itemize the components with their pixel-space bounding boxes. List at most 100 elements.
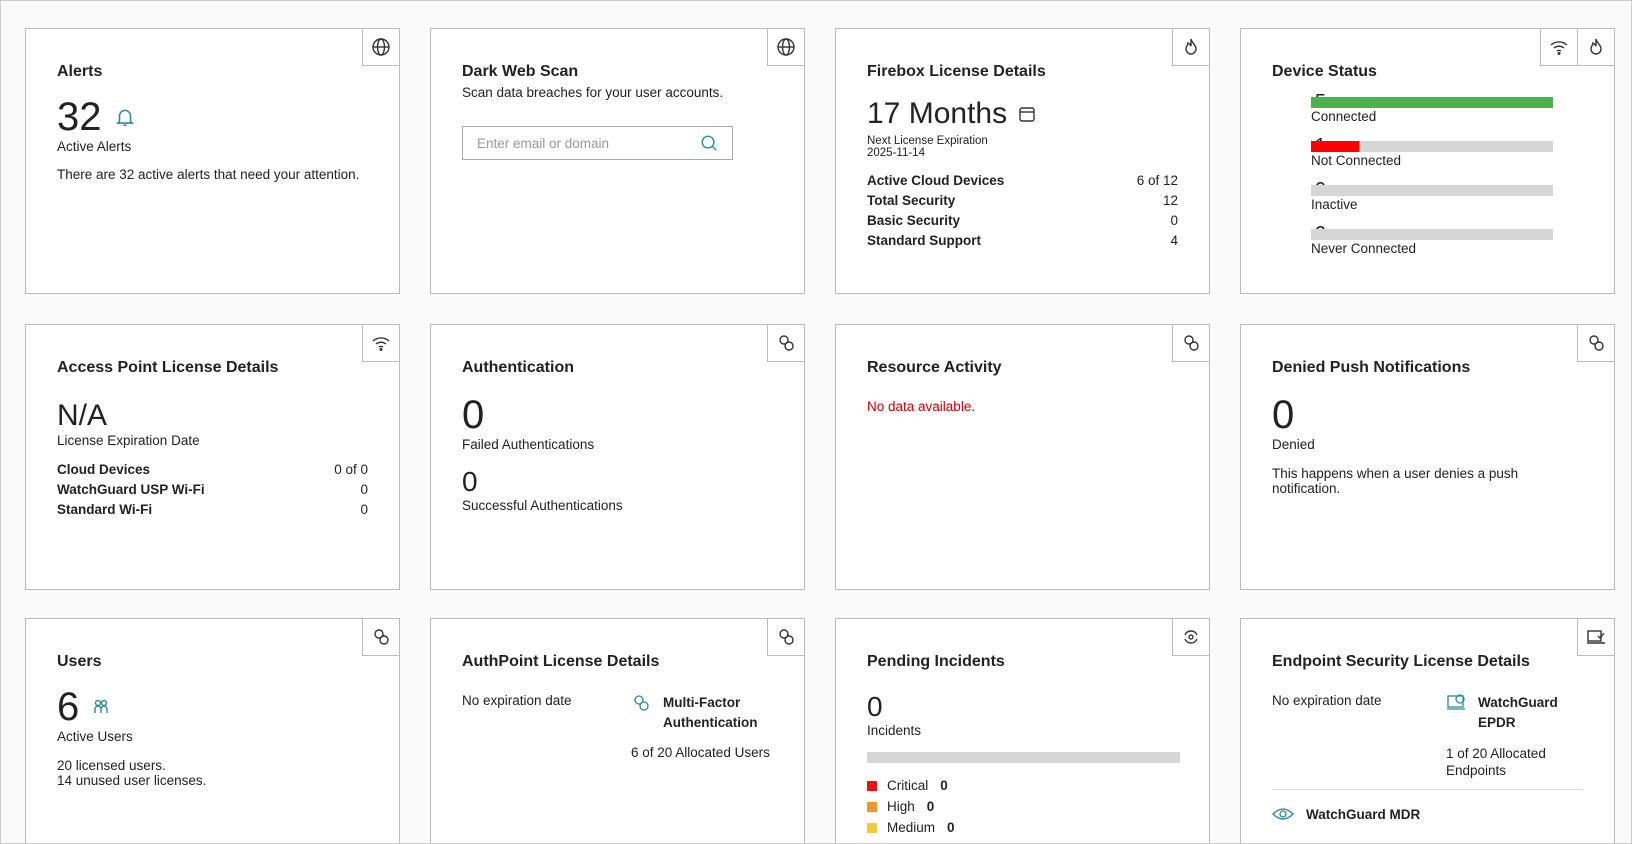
- status-bar: [1311, 185, 1553, 196]
- row-value: 0: [360, 482, 368, 497]
- status-label: Never Connected: [1311, 241, 1417, 256]
- authpoint-icon[interactable]: [1577, 324, 1615, 362]
- dark-web-card: Dark Web Scan Scan data breaches for you…: [430, 28, 805, 294]
- row-label: Total Security: [867, 193, 956, 208]
- row-value: 6 of 12: [1136, 173, 1178, 188]
- info-line: 20 licensed users.: [57, 758, 166, 773]
- row-value: 0: [1170, 213, 1178, 228]
- count-label: Active Users: [57, 729, 133, 744]
- legend-label: Critical: [887, 778, 929, 793]
- flame-icon[interactable]: [1172, 28, 1210, 66]
- legend-value: 0: [926, 799, 935, 814]
- card-title: Access Point License Details: [57, 359, 279, 376]
- authpoint-icon[interactable]: [362, 618, 400, 656]
- bar-track: [1311, 185, 1553, 196]
- bar-track: [1311, 229, 1553, 240]
- authpoint-card: AuthPoint License Details No expiration …: [430, 618, 805, 843]
- legend: Critical 0 High 0 Medium 0: [867, 775, 1178, 838]
- alert-count: 32: [57, 95, 102, 139]
- legend-swatch: [867, 822, 877, 833]
- expiration: No expiration date: [1272, 693, 1382, 708]
- search-input[interactable]: Enter email or domain: [462, 126, 733, 160]
- table-row: Total Security 12: [867, 191, 1178, 211]
- table-row: Active Cloud Devices 6 of 12: [867, 171, 1178, 191]
- product: Multi-Factor Authentication: [663, 695, 758, 730]
- row-label: Standard Wi-Fi: [57, 502, 153, 517]
- table-row: WatchGuard USP Wi-Fi 0: [57, 480, 368, 500]
- message: There are 32 active alerts that need you…: [57, 167, 360, 182]
- legend-value: 0: [947, 820, 955, 835]
- globe-icon[interactable]: [362, 28, 400, 66]
- authpoint-icon[interactable]: [767, 618, 805, 656]
- status-bar-fill: [1311, 141, 1360, 152]
- denied-push-card: Denied Push Notifications 0 Denied This …: [1240, 324, 1615, 590]
- authpoint-icon[interactable]: [767, 324, 805, 362]
- card-title: Endpoint Security License Details: [1272, 653, 1530, 670]
- incidents-card: Pending Incidents 0 Incidents Critical 0 H…: [835, 618, 1210, 843]
- no-data: No data available.: [867, 399, 976, 414]
- row-value: 0: [360, 502, 368, 517]
- table-row: Cloud Devices 0 of 0: [57, 460, 368, 480]
- card-title: Pending Incidents: [867, 653, 1005, 670]
- card-title: Dark Web Scan: [462, 63, 579, 80]
- allocation: 1 of 20 Allocated Endpoints: [1446, 746, 1546, 778]
- authentication-card: Authentication 0 Failed Authentications …: [430, 324, 805, 590]
- status-label: Not Connected: [1311, 153, 1402, 168]
- product: WatchGuard MDR: [1306, 806, 1421, 822]
- card-title: Authentication: [462, 359, 574, 376]
- expiration-date: 2025-11-14: [867, 147, 925, 159]
- device-status-card: Device Status 5Connected1Not Connected0I…: [1240, 28, 1615, 294]
- license-table: Cloud Devices 0 of 0 WatchGuard USP Wi-Fi 0…: [57, 460, 368, 520]
- license-value: N/A: [57, 399, 108, 432]
- firebox-card: Firebox License Details 17 Months Next L…: [835, 28, 1210, 294]
- license-table: Active Cloud Devices 6 of 12 Total Securit…: [867, 171, 1178, 251]
- bar-track: [1311, 141, 1553, 152]
- resource-card: Resource Activity No data available.: [835, 324, 1210, 590]
- table-row: Standard Support 4: [867, 231, 1178, 251]
- alerts-card: Alerts 32 Active Alerts There are 32 act…: [25, 28, 400, 294]
- status-bar: [1311, 141, 1553, 152]
- card-title: Resource Activity: [867, 359, 1002, 376]
- authpoint-icon[interactable]: [1172, 324, 1210, 362]
- bar-track: [867, 752, 1180, 763]
- card-title: Device Status: [1272, 63, 1377, 80]
- expiration-label: Next License Expiration: [867, 135, 988, 147]
- duration: 17 Months: [867, 97, 1008, 130]
- status-label: Inactive: [1311, 197, 1358, 212]
- count-label: Denied: [1272, 437, 1315, 452]
- value-label: License Expiration Date: [57, 433, 200, 448]
- flame-icon[interactable]: [1577, 28, 1615, 66]
- legend-swatch: [867, 780, 877, 791]
- status-row: 0Inactive: [1241, 179, 1583, 227]
- row-value: 12: [1162, 193, 1178, 208]
- count-label: Active Alerts: [57, 139, 132, 154]
- row-label: Active Cloud Devices: [867, 173, 1005, 188]
- status-label: Connected: [1311, 109, 1377, 124]
- subtitle: Scan data breaches for your user account…: [462, 85, 724, 100]
- wifi-icon[interactable]: [362, 324, 400, 362]
- row-label: WatchGuard USP Wi-Fi: [57, 482, 205, 497]
- status-row: 1Not Connected: [1241, 135, 1583, 183]
- count-label: Incidents: [867, 723, 922, 738]
- sync-icon[interactable]: [1172, 618, 1210, 656]
- globe-icon[interactable]: [767, 28, 805, 66]
- endpoint-icon[interactable]: [1577, 618, 1615, 656]
- status-row: 0Never Connected: [1241, 223, 1583, 271]
- legend-value: 0: [940, 778, 948, 793]
- status-list: 5Connected1Not Connected0Inactive0Never …: [1241, 91, 1583, 271]
- successful-count: 0: [462, 466, 478, 497]
- status-bar: [1311, 229, 1553, 240]
- wifi-icon[interactable]: [1540, 28, 1578, 66]
- denied-count: 0: [1272, 393, 1295, 437]
- legend-label: Medium: [887, 820, 936, 835]
- access-point-card: Access Point License Details N/A License…: [25, 324, 400, 590]
- legend-item: Medium 0: [867, 817, 1178, 838]
- card-title: Alerts: [57, 63, 103, 80]
- users-card: Users 6 Active Users 20 licensed users. …: [25, 618, 400, 843]
- failed-label: Failed Authentications: [462, 437, 595, 452]
- successful-label: Successful Authentications: [462, 498, 623, 513]
- row-label: Standard Support: [867, 233, 981, 248]
- card-title: Denied Push Notifications: [1272, 359, 1471, 376]
- endpoint-card: Endpoint Security License Details No exp…: [1240, 618, 1615, 843]
